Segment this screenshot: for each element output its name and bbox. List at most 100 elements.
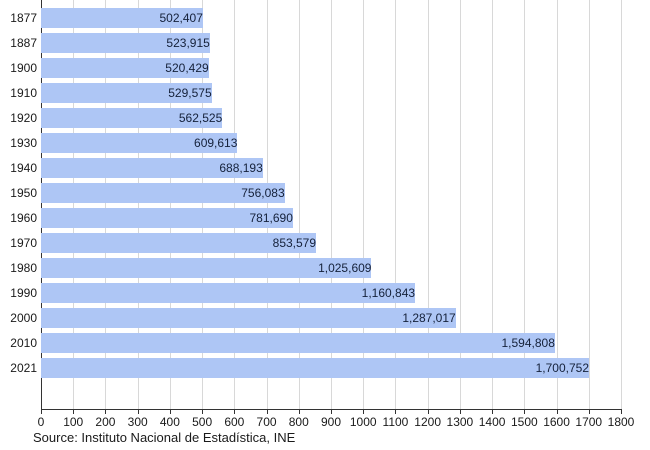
x-axis-tick — [266, 409, 268, 414]
x-axis-tick — [202, 409, 204, 414]
x-axis-tick-label: 700 — [256, 415, 277, 429]
x-axis-tick — [427, 409, 429, 414]
x-axis-tick-label: 300 — [127, 415, 148, 429]
gridline — [202, 0, 204, 409]
gridline — [331, 0, 332, 409]
bar[interactable] — [41, 33, 210, 53]
bar-value-label: 520,429 — [165, 61, 209, 75]
gridline — [363, 0, 365, 409]
bar-value-label: 529,575 — [168, 86, 212, 100]
source-note: Source: Instituto Nacional de Estadístic… — [33, 430, 296, 445]
x-axis-tick — [492, 409, 494, 414]
x-axis-tick — [234, 409, 236, 414]
x-axis-tick-label: 1400 — [478, 415, 506, 429]
y-axis-line — [41, 0, 42, 409]
bar[interactable] — [41, 83, 212, 103]
bar[interactable] — [41, 108, 223, 128]
bar-row: 1,700,752 — [41, 358, 621, 378]
x-axis-tick — [105, 409, 107, 414]
x-axis-tick — [459, 409, 461, 414]
bar-row: 1,287,017 — [41, 308, 621, 328]
bar-value-label: 1,287,017 — [402, 311, 456, 325]
bar-value-label: 562,525 — [178, 111, 223, 125]
x-axis-tick-label: 600 — [224, 415, 245, 429]
bar-value-label: 502,407 — [159, 11, 203, 25]
y-axis-tick-label: 1900 — [10, 61, 37, 75]
x-axis-tick — [137, 409, 139, 414]
bar[interactable] — [41, 333, 555, 353]
bar[interactable] — [41, 208, 293, 228]
x-axis-tick — [395, 409, 397, 414]
x-axis-tick — [298, 409, 300, 414]
x-axis-tick-label: 1800 — [607, 415, 635, 429]
x-axis-tick-label: 0 — [37, 415, 45, 429]
bar-row: 609,613 — [41, 133, 621, 153]
x-axis-tick-label: 1300 — [446, 415, 474, 429]
bar-value-label: 781,690 — [249, 211, 293, 225]
bar-row: 781,690 — [41, 208, 621, 228]
y-axis-tick-label: 1960 — [10, 211, 37, 225]
y-axis-tick-label: 1877 — [10, 11, 37, 25]
plot-area: 502,407 523,915 520,429 529,575 562,525 609,6… — [41, 0, 622, 409]
bar-row: 1,594,808 — [41, 333, 621, 353]
x-axis-tick-label: 1600 — [543, 415, 570, 429]
bar-row: 502,407 — [41, 8, 621, 28]
gridline — [459, 0, 461, 409]
bar[interactable] — [41, 358, 590, 378]
x-axis-tick — [588, 409, 590, 414]
bar[interactable] — [41, 233, 317, 253]
bar-row: 688,193 — [41, 158, 621, 178]
x-axis-tick-label: 500 — [192, 415, 213, 429]
bar-row: 1,160,843 — [41, 283, 621, 303]
y-axis-tick-label: 1990 — [10, 286, 37, 300]
gridline — [73, 0, 75, 409]
y-axis-tick-label: 1970 — [10, 236, 37, 250]
gridline — [524, 0, 526, 409]
x-axis-tick-label: 100 — [63, 415, 84, 429]
bar-row: 523,915 — [41, 33, 621, 53]
gridline — [137, 0, 139, 409]
x-axis-tick — [556, 409, 558, 414]
gridline — [621, 0, 622, 409]
gridline — [169, 0, 171, 409]
bar-value-label: 853,579 — [272, 236, 317, 250]
y-axis-tick-label: 1940 — [10, 161, 37, 175]
bar-row: 853,579 — [41, 233, 621, 253]
x-axis-tick — [621, 409, 622, 414]
bar-row: 1,025,609 — [41, 258, 621, 278]
bar-value-label: 1,594,808 — [501, 336, 555, 350]
bar[interactable] — [41, 308, 456, 328]
x-axis-tick — [169, 409, 171, 414]
bar[interactable] — [41, 183, 285, 203]
bar-value-label: 1,025,609 — [318, 261, 372, 275]
x-axis-tick-label: 200 — [95, 415, 116, 429]
bar[interactable] — [41, 8, 203, 28]
bar-series: 502,407 523,915 520,429 529,575 562,525 609,6… — [41, 0, 621, 409]
bar[interactable] — [41, 133, 238, 153]
bar[interactable] — [41, 158, 263, 178]
gridline — [105, 0, 107, 409]
x-axis-tick — [363, 409, 365, 414]
bar[interactable] — [41, 58, 209, 78]
bar-value-label: 1,160,843 — [361, 286, 416, 300]
x-axis-tick — [331, 409, 332, 414]
bar-row: 756,083 — [41, 183, 621, 203]
x-axis-tick — [524, 409, 526, 414]
y-axis-tick-label: 1910 — [10, 86, 37, 100]
gridline — [492, 0, 494, 409]
bar-row: 520,429 — [41, 58, 621, 78]
gridline — [556, 0, 558, 409]
x-axis-tick-label: 1000 — [349, 415, 377, 429]
bar-value-label: 756,083 — [241, 186, 285, 200]
bar-row: 562,525 — [41, 108, 621, 128]
x-axis-tick-label: 1200 — [414, 415, 442, 429]
y-axis-tick-label: 1980 — [10, 261, 37, 275]
bar-row: 529,575 — [41, 83, 621, 103]
x-axis-tick — [73, 409, 75, 414]
gridline — [588, 0, 590, 409]
y-axis-tick-label: 2000 — [10, 311, 37, 325]
y-axis-tick-label: 1887 — [10, 36, 37, 50]
bar[interactable] — [41, 283, 416, 303]
bar[interactable] — [41, 258, 372, 278]
x-axis-tick-label: 800 — [288, 415, 309, 429]
